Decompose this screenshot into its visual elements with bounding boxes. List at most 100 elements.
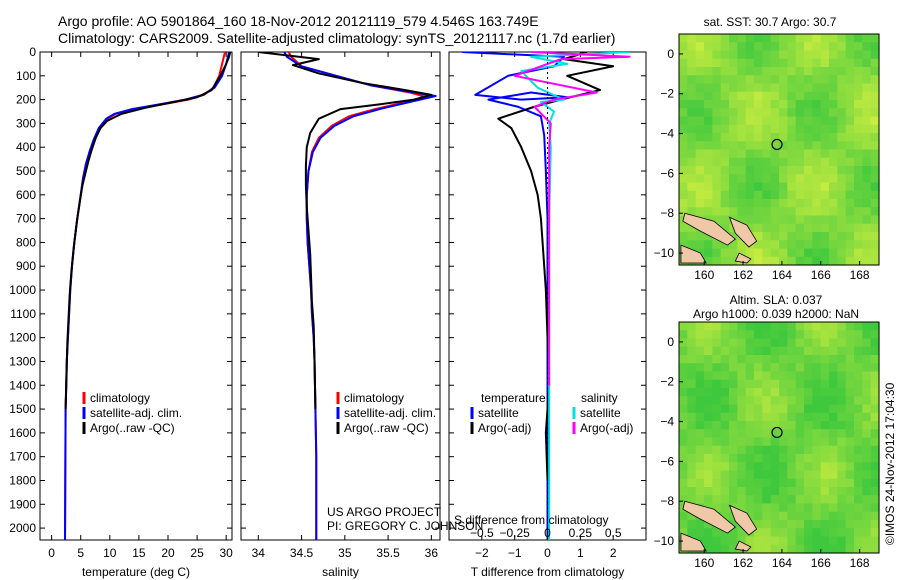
sla-map-cell: [720, 404, 730, 414]
sla-map-cell: [687, 487, 697, 496]
sst-map-cell: [779, 207, 788, 217]
depth-tick-label: 1300: [9, 354, 36, 368]
sla-map-cell: [804, 495, 813, 505]
sla-map-cell: [795, 445, 805, 455]
sla-map-cell: [870, 388, 880, 397]
sst-map-cell: [687, 42, 697, 52]
sla-map-cell: [804, 379, 813, 389]
sla-map-cell: [770, 511, 780, 521]
sst-map-cell: [795, 190, 805, 200]
sla-map-cell: [787, 330, 797, 340]
sla-map-cell: [737, 412, 747, 422]
sst-map-cell: [787, 215, 797, 225]
sla-map-cell: [695, 421, 705, 430]
sla-map-cell: [679, 388, 688, 397]
sst-map-cell: [845, 232, 855, 241]
sla-map-cell: [845, 445, 855, 455]
sst-map-cell: [762, 232, 772, 241]
sla-map-cell: [704, 355, 713, 364]
sst-map-cell: [695, 58, 705, 68]
sst-map-cell: [837, 91, 847, 101]
sla-map-cell: [820, 544, 830, 554]
sst-map-cell: [737, 248, 747, 258]
sst-map-cell: [812, 157, 822, 167]
sla-map-cell: [720, 544, 730, 554]
sla-map-cell: [854, 487, 863, 496]
sla-map-cell: [820, 388, 830, 397]
sla-map-cell: [687, 511, 697, 521]
sst-map-cell: [820, 58, 830, 68]
sla-map-cell: [812, 487, 822, 496]
sst-map-cell: [687, 157, 697, 167]
sla-map-cell: [787, 544, 797, 554]
sla-map-cell: [770, 544, 780, 554]
sst-map-cell: [679, 182, 688, 192]
sla-map-cell: [845, 355, 855, 364]
sla-map-cell: [804, 528, 813, 538]
sst-map-cell: [737, 157, 747, 167]
sst-map-cell: [737, 34, 747, 43]
sst-map-cell: [870, 256, 880, 266]
sst-map-cell: [737, 83, 747, 93]
sla-map-cell: [712, 396, 722, 406]
sla-map-cell: [720, 379, 730, 389]
sst-map-cell: [812, 248, 822, 258]
sla-map-xtick-label: 162: [733, 556, 753, 570]
sla-map-cell: [854, 462, 863, 472]
sla-map-cell: [870, 338, 880, 348]
sst-map-cell: [870, 207, 880, 217]
sst-map-cell: [695, 108, 705, 118]
sst-map-cell: [804, 232, 813, 241]
sla-map-cell: [812, 520, 822, 529]
sla-map-cell: [779, 322, 788, 331]
sla-map-cell: [712, 388, 722, 397]
sla-map-island: [682, 500, 736, 534]
sst-map-cell: [804, 108, 813, 118]
sla-map-cell: [687, 404, 697, 414]
sst-map-cell: [829, 108, 838, 118]
sst-map-cell: [845, 116, 855, 126]
sla-map-cell: [779, 445, 788, 455]
sst-map-cell: [712, 100, 722, 109]
sst-map-cell: [770, 116, 780, 126]
sla-map-cell: [729, 536, 738, 546]
sla-map-cell: [754, 487, 763, 496]
sla-map-cell: [712, 322, 722, 331]
sla-map-ytick-label: −6: [660, 454, 674, 468]
sla-map-cell: [854, 346, 863, 356]
sla-map-island: [734, 540, 752, 552]
sla-map-cell: [754, 421, 763, 430]
sla-map-cell: [787, 396, 797, 406]
sst-map-cell: [745, 50, 755, 60]
sla-map-cell: [754, 478, 763, 488]
sla-map-cell: [779, 495, 788, 505]
sla-map-cell: [862, 404, 872, 414]
sla-map-cell: [845, 462, 855, 472]
sst-map-cell: [820, 182, 830, 192]
sla-map-cell: [729, 462, 738, 472]
sst-map-cell: [854, 116, 863, 126]
sla-map-cell: [787, 429, 797, 439]
sla-map-cell: [762, 495, 772, 505]
sst-map-cell: [845, 190, 855, 200]
sla-map-cell: [837, 520, 847, 529]
sla-map-cell: [837, 421, 847, 430]
sla-map-cell: [762, 412, 772, 422]
sla-map-cell: [679, 511, 688, 521]
sst-map-cell: [845, 91, 855, 101]
sla-map-cell: [862, 462, 872, 472]
sla-map-cell: [829, 371, 838, 381]
salinity-series-line-2: [258, 52, 433, 410]
sla-map-cell: [795, 429, 805, 439]
sla-map-cell: [704, 445, 713, 455]
sst-map-cell: [795, 199, 805, 208]
sla-map-cell: [712, 404, 722, 414]
sst-map-cell: [720, 34, 730, 43]
sla-map-cell: [787, 338, 797, 348]
sst-map-cell: [679, 166, 688, 175]
sla-map-cell: [695, 478, 705, 488]
sla-map-cell: [812, 503, 822, 513]
sst-map-cell: [737, 58, 747, 68]
sst-map-cell: [745, 174, 755, 184]
sla-map-cell: [729, 322, 738, 331]
